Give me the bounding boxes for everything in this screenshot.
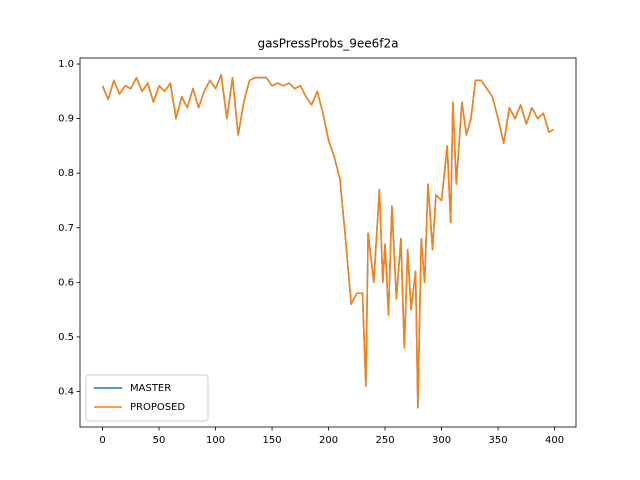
- legend-box: [85, 374, 209, 422]
- x-tick-label: 250: [376, 435, 395, 446]
- y-tick-label: 0.9: [58, 114, 74, 125]
- y-tick-label: 0.5: [58, 332, 74, 343]
- y-tick-label: 0.8: [58, 168, 74, 179]
- chart-title: gasPressProbs_9ee6f2a: [258, 37, 399, 51]
- series-line: [101, 74, 554, 409]
- y-tick-label: 0.4: [58, 387, 74, 398]
- x-tick-label: 300: [432, 435, 451, 446]
- y-tick-label: 1.0: [58, 59, 74, 70]
- legend-label: PROPOSED: [130, 402, 185, 413]
- x-tick-label: 100: [206, 435, 225, 446]
- x-tick-label: 0: [99, 435, 105, 446]
- legend-label: MASTER: [130, 383, 171, 394]
- y-tick-label: 0.7: [58, 223, 74, 234]
- x-tick-label: 400: [545, 435, 564, 446]
- plot-frame: [79, 57, 577, 428]
- series-line: [101, 74, 554, 409]
- y-tick-label: 0.6: [58, 277, 74, 288]
- x-tick-label: 200: [319, 435, 338, 446]
- x-tick-label: 50: [153, 435, 166, 446]
- x-tick-label: 150: [263, 435, 282, 446]
- legend: MASTER PROPOSED: [85, 374, 209, 422]
- x-tick-label: 350: [489, 435, 508, 446]
